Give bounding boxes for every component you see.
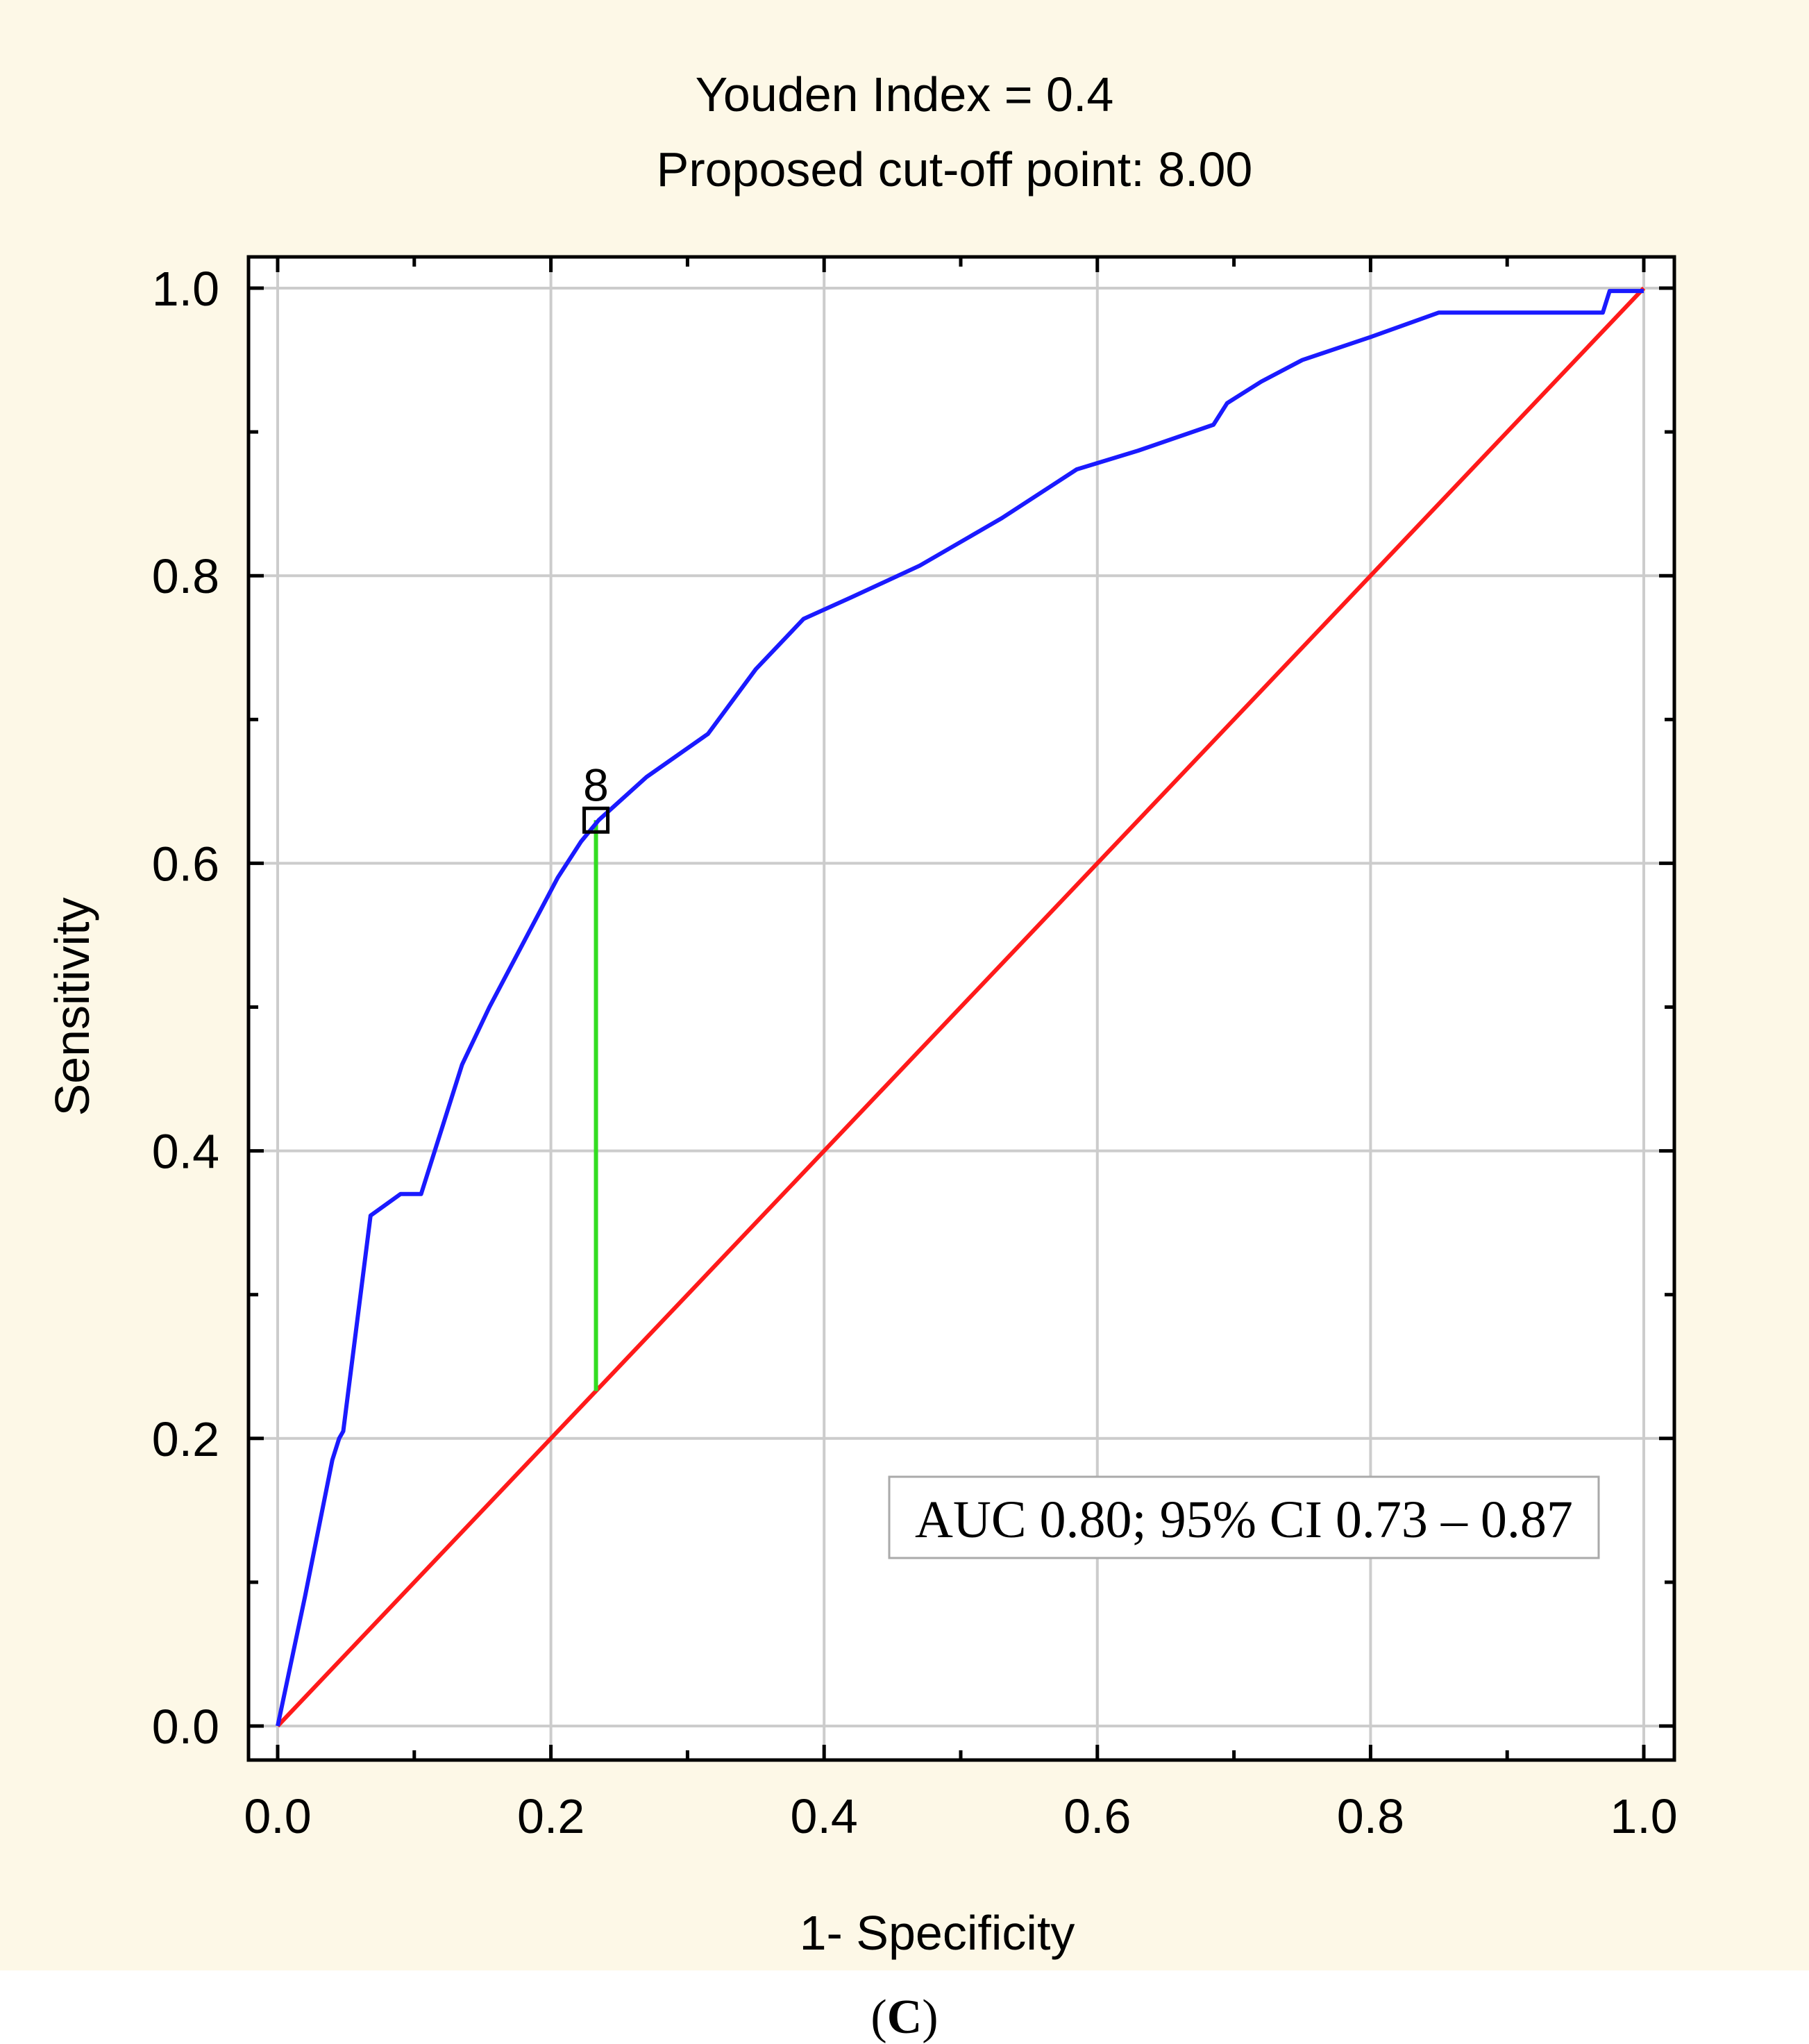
panel-label-open: ( [870,1991,886,2044]
y-tick-labels: 0.0 0.2 0.4 0.6 0.8 1.0 [152,262,219,1754]
axis-ticks [249,257,1674,1760]
series-layer: 8 [276,286,1646,1728]
x-tick-labels: 0.0 0.2 0.4 0.6 0.8 1.0 [244,1789,1677,1843]
roc-curve [276,289,1644,1727]
y-axis-label: Sensitivity [45,897,99,1116]
cutoff-marker-label: 8 [583,759,609,810]
x-tick-label: 0.6 [1063,1789,1131,1843]
panel-label-close: ) [922,1991,938,2044]
x-tick-label: 0.0 [244,1789,311,1843]
x-tick-label: 1.0 [1610,1789,1677,1843]
y-tick-label: 0.2 [152,1412,219,1466]
chart-title: Youden Index = 0.4 [696,67,1114,122]
auc-annotation: AUC 0.80; 95% CI 0.73 – 0.87 [915,1491,1573,1549]
reference-line [276,286,1646,1728]
x-tick-label: 0.2 [517,1789,584,1843]
x-axis-label: 1- Specificity [800,1906,1075,1960]
auc-annotation-box [888,1475,1600,1559]
y-tick-label: 1.0 [152,262,219,316]
y-tick-label: 0.6 [152,837,219,891]
y-tick-label: 0.8 [152,549,219,603]
y-tick-label: 0.4 [152,1125,219,1179]
x-tick-label: 0.8 [1337,1789,1404,1843]
plot-frame [246,255,1676,1762]
cutoff-marker [582,806,610,834]
y-tick-label: 0.0 [152,1700,219,1754]
panel-label: (C) [870,1991,938,2044]
panel-label-letter: C [887,1991,923,2044]
x-tick-label: 0.4 [791,1789,858,1843]
chart-subtitle: Proposed cut-off point: 8.00 [657,142,1253,196]
